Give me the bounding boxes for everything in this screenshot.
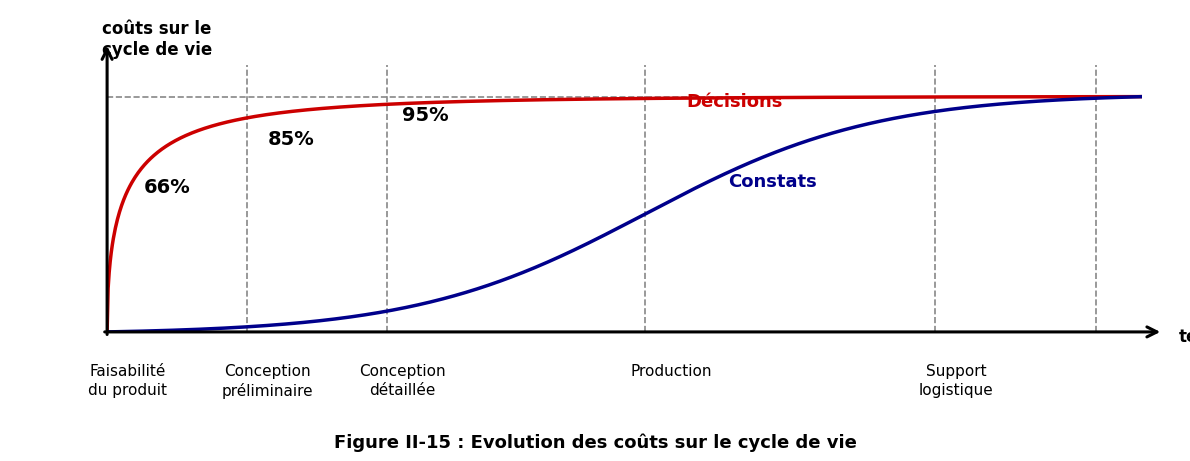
Text: Constats: Constats xyxy=(728,173,818,191)
Text: coûts sur le: coûts sur le xyxy=(102,20,212,38)
Text: Production: Production xyxy=(631,364,712,379)
Text: 66%: 66% xyxy=(143,178,190,197)
Text: temps: temps xyxy=(1178,328,1190,346)
Text: Faisabilité
du produit: Faisabilité du produit xyxy=(88,364,168,397)
Text: Support
logistique: Support logistique xyxy=(919,364,994,397)
Text: Conception
préliminaire: Conception préliminaire xyxy=(221,364,313,399)
Text: Décisions: Décisions xyxy=(687,93,783,111)
Text: 95%: 95% xyxy=(402,106,449,125)
Text: cycle de vie: cycle de vie xyxy=(102,41,212,59)
Text: Conception
détaillée: Conception détaillée xyxy=(359,364,445,397)
Text: 85%: 85% xyxy=(268,130,314,149)
Text: Figure II-15 : Evolution des coûts sur le cycle de vie: Figure II-15 : Evolution des coûts sur l… xyxy=(333,433,857,452)
